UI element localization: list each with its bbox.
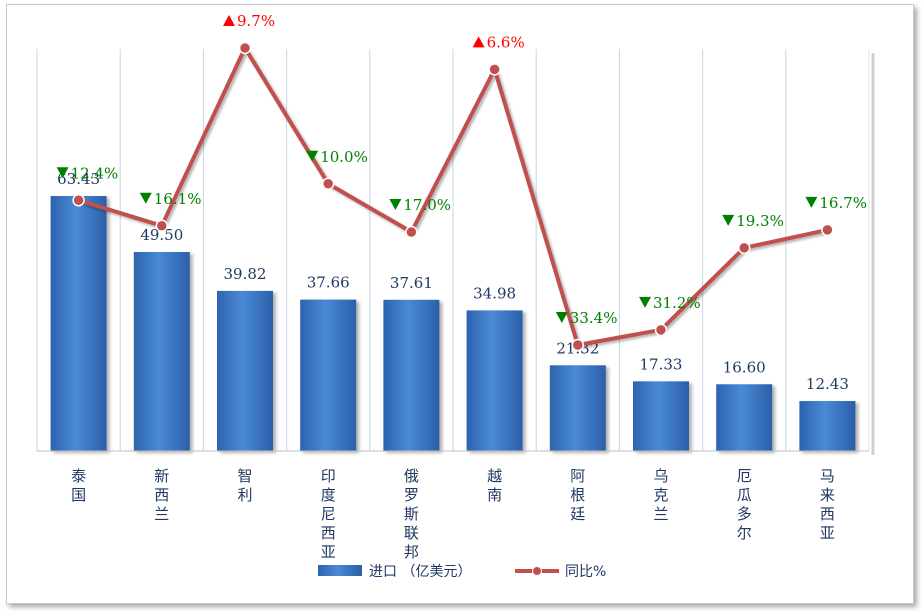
category-label: 俄罗斯联邦 bbox=[404, 467, 419, 561]
bar bbox=[300, 299, 357, 451]
line-value-label: 19.3% bbox=[736, 212, 784, 230]
bar-value-label: 34.98 bbox=[473, 284, 516, 302]
down-triangle-icon bbox=[722, 214, 735, 226]
bar bbox=[50, 196, 107, 451]
legend: 进口 （亿美元） 同比% bbox=[318, 564, 606, 580]
line-value-label: 6.6% bbox=[487, 33, 525, 51]
up-triangle-icon bbox=[472, 36, 485, 48]
line-point bbox=[72, 194, 85, 207]
bar bbox=[549, 365, 606, 451]
line-value-label: 31.2% bbox=[653, 294, 701, 312]
line-point bbox=[321, 177, 335, 191]
category-label: 泰国 bbox=[71, 467, 86, 504]
bar-value-label: 17.33 bbox=[640, 355, 683, 373]
line-value-label: 16.1% bbox=[154, 190, 202, 208]
line-value-label: 9.7% bbox=[237, 12, 275, 30]
line-point bbox=[737, 241, 751, 255]
bar-value-labels: 63.4349.5039.8237.6637.6134.9821.3217.33… bbox=[57, 170, 849, 393]
category-label: 马来西亚 bbox=[820, 467, 835, 542]
line-point bbox=[405, 225, 418, 239]
category-labels: 泰国 新西兰 智利 印度尼西亚 俄罗斯联邦 越南 阿根廷 乌克兰 厄瓜多尔 马来西亚 bbox=[71, 467, 835, 561]
bar bbox=[133, 252, 190, 451]
category-label: 智利 bbox=[237, 467, 252, 504]
line-value-label: 10.0% bbox=[320, 148, 368, 166]
line-point bbox=[238, 41, 252, 55]
bar bbox=[799, 401, 856, 451]
chart: 63.4349.5039.8237.6637.6134.9821.3217.33… bbox=[36, 12, 875, 580]
bar-value-label: 63.43 bbox=[57, 170, 100, 188]
legend-line-label: 同比% bbox=[565, 564, 606, 580]
legend-bar-swatch bbox=[318, 565, 362, 576]
line-point bbox=[571, 338, 585, 352]
category-label: 乌克兰 bbox=[653, 467, 668, 523]
line-value-label: 17.0% bbox=[403, 196, 451, 214]
category-label: 阿根廷 bbox=[570, 467, 585, 523]
legend-line-marker bbox=[532, 566, 542, 576]
bar bbox=[217, 290, 273, 451]
category-label: 厄瓜多尔 bbox=[737, 467, 752, 542]
bar-value-label: 16.60 bbox=[723, 358, 766, 376]
line-value-labels: 12.4% 16.1% 9.7% 10.0% 17.0% 6.6% 33.4% 31.2% 19… bbox=[56, 12, 867, 327]
bar-value-label: 39.82 bbox=[224, 265, 267, 283]
line-value-label: 33.4% bbox=[570, 309, 618, 327]
down-triangle-icon bbox=[555, 312, 568, 323]
bar-value-label: 37.61 bbox=[390, 274, 433, 292]
down-triangle-icon bbox=[56, 167, 69, 179]
bar-series bbox=[50, 196, 856, 451]
category-label: 越南 bbox=[487, 467, 502, 504]
bar-value-label: 12.43 bbox=[806, 375, 849, 393]
category-label: 印度尼西亚 bbox=[321, 467, 336, 561]
bar bbox=[633, 381, 689, 451]
legend-bar-label: 进口 （亿美元） bbox=[369, 564, 471, 580]
line-point bbox=[821, 223, 834, 237]
down-triangle-icon bbox=[306, 150, 319, 162]
line-point bbox=[488, 63, 501, 76]
up-triangle-icon bbox=[223, 15, 235, 26]
line-point bbox=[155, 219, 169, 233]
series-line bbox=[78, 46, 828, 347]
bar-value-label: 37.66 bbox=[307, 274, 350, 292]
bar-value-label: 49.50 bbox=[140, 226, 183, 244]
line-point bbox=[654, 323, 668, 337]
chart-frame: 63.4349.5039.8237.6637.6134.9821.3217.33… bbox=[6, 4, 914, 604]
category-label: 新西兰 bbox=[154, 467, 169, 523]
line-value-label: 16.7% bbox=[819, 194, 867, 212]
bar bbox=[466, 310, 523, 451]
down-triangle-icon bbox=[139, 192, 152, 204]
down-triangle-icon bbox=[639, 296, 651, 308]
bar bbox=[716, 384, 773, 451]
down-triangle-icon bbox=[389, 198, 402, 210]
down-triangle-icon bbox=[805, 196, 818, 208]
line-value-label: 12.4% bbox=[71, 164, 119, 182]
bar bbox=[383, 299, 440, 451]
line-series bbox=[72, 41, 834, 352]
